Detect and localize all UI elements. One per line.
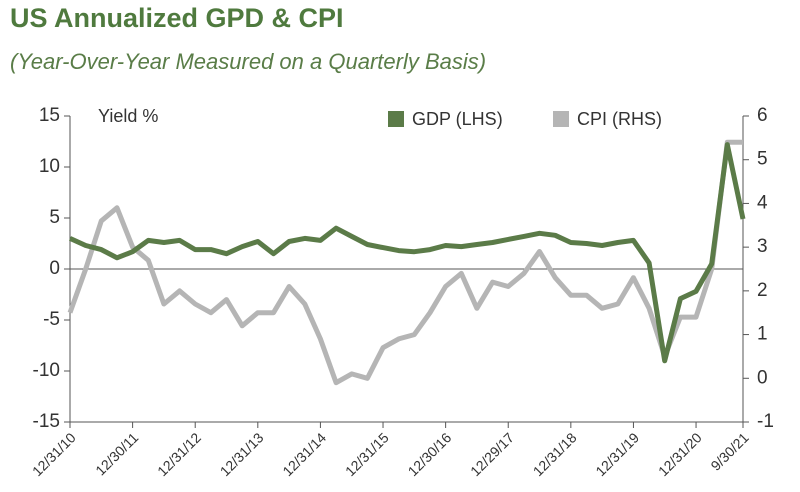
series-line bbox=[67, 139, 743, 386]
x-tick-label: 12/29/17 bbox=[467, 429, 517, 479]
y-tick-label: -15 bbox=[33, 411, 60, 432]
legend-label: CPI (RHS) bbox=[577, 109, 662, 129]
x-tick-label: 12/31/12 bbox=[154, 429, 204, 479]
y2-tick-label: 3 bbox=[757, 236, 768, 257]
y2-tick-label: 5 bbox=[757, 149, 768, 170]
y-axis-label: Yield % bbox=[98, 106, 158, 126]
x-tick-label: 9/30/21 bbox=[707, 429, 751, 473]
x-tick-label: 12/31/18 bbox=[530, 429, 580, 479]
y2-tick-label: 4 bbox=[757, 192, 768, 213]
y-tick-label: 0 bbox=[49, 258, 60, 279]
y2-tick-label: -1 bbox=[757, 411, 774, 432]
series-line bbox=[68, 142, 746, 364]
chart-subtitle: (Year-Over-Year Measured on a Quarterly … bbox=[10, 49, 486, 74]
y-tick-label: 5 bbox=[49, 207, 60, 228]
y-tick-label: 15 bbox=[39, 105, 60, 126]
y-tick-label: 10 bbox=[39, 156, 60, 177]
legend-label: GDP (LHS) bbox=[412, 109, 503, 129]
x-tick-label: 12/30/16 bbox=[405, 429, 455, 479]
x-tick-label: 12/31/10 bbox=[29, 429, 79, 479]
x-tick-label: 12/31/13 bbox=[217, 429, 267, 479]
x-tick-label: 12/31/20 bbox=[655, 429, 705, 479]
x-tick-label: 12/31/14 bbox=[279, 429, 329, 479]
y2-tick-label: 6 bbox=[757, 105, 768, 126]
legend-swatch bbox=[553, 111, 569, 127]
chart-title: US Annualized GPD & CPI bbox=[10, 3, 344, 33]
y-tick-label: -5 bbox=[43, 309, 60, 330]
y-tick-label: -10 bbox=[33, 360, 60, 381]
x-tick-label: 12/31/15 bbox=[342, 429, 392, 479]
x-tick-label: 12/30/11 bbox=[92, 429, 141, 478]
legend-swatch bbox=[388, 111, 404, 127]
y2-tick-label: 2 bbox=[757, 280, 768, 301]
y2-tick-label: 1 bbox=[757, 324, 768, 345]
x-tick-label: 12/31/19 bbox=[592, 429, 642, 479]
y2-tick-label: 0 bbox=[757, 367, 768, 388]
